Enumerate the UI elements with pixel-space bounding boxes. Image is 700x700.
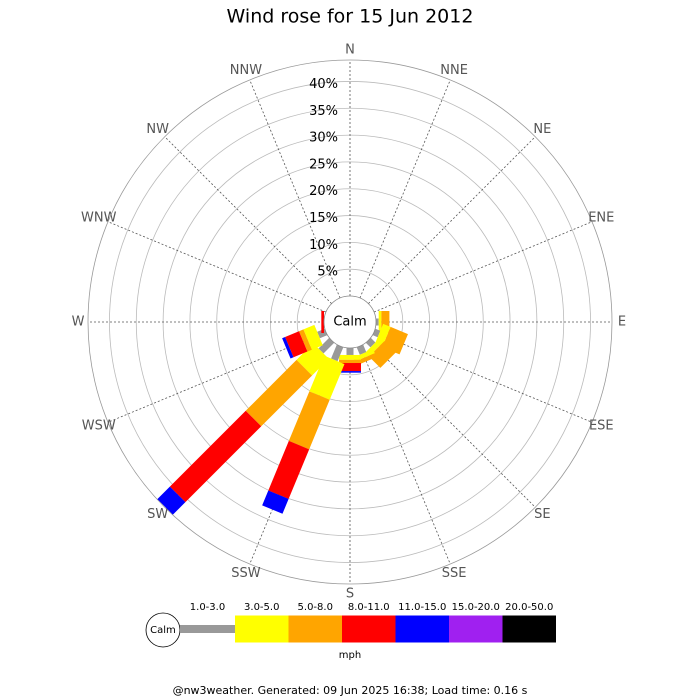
petal-segment	[317, 328, 328, 339]
direction-label: SSW	[231, 566, 261, 581]
spoke	[107, 331, 327, 423]
petal-segment	[368, 340, 396, 368]
petal-segment	[262, 490, 289, 514]
petal-segment	[157, 486, 186, 515]
direction-label: ENE	[588, 210, 614, 225]
direction-label: NNW	[230, 63, 262, 78]
spoke	[373, 221, 593, 313]
petal-segment	[356, 344, 367, 355]
spoke	[164, 136, 332, 304]
petal-segment	[378, 311, 382, 333]
direction-label: WSW	[82, 419, 116, 434]
petal-segment	[339, 359, 361, 364]
y-tick-label: 25%	[309, 157, 338, 172]
petal-segment	[339, 371, 361, 373]
grid-ring	[296, 268, 404, 376]
petal-segment	[321, 311, 324, 333]
petal-segment	[376, 318, 379, 326]
legend-swatch	[502, 615, 556, 643]
calm-label: Calm	[333, 315, 366, 330]
direction-label: WNW	[81, 210, 117, 225]
chart-title: Wind rose for 15 Jun 2012	[227, 6, 474, 28]
petal-segment	[169, 410, 262, 503]
y-tick-label: 30%	[309, 131, 338, 146]
y-tick-label: 5%	[317, 265, 338, 280]
legend-label: 8.0-11.0	[348, 602, 390, 613]
legend-swatch	[449, 615, 503, 643]
direction-label: SSE	[442, 566, 467, 581]
petal-segment	[331, 344, 344, 362]
legend-label: 20.0-50.0	[505, 602, 553, 613]
petal-segment	[339, 354, 361, 360]
spoke	[359, 79, 451, 299]
direction-label: SE	[534, 507, 550, 522]
petal-segment	[296, 343, 329, 376]
footer: @nw3weather. Generated: 09 Jun 2025 16:3…	[173, 684, 528, 697]
spoke	[249, 79, 341, 299]
petal-segment	[288, 391, 330, 450]
spoke	[368, 340, 536, 508]
grid-ring	[189, 161, 511, 483]
unit-label: mph	[339, 650, 361, 661]
petal-segment	[245, 359, 313, 427]
calm-circle	[323, 295, 377, 349]
direction-label: NE	[533, 122, 551, 137]
petal-segment	[318, 337, 335, 354]
legend-calm-label: Calm	[150, 625, 176, 636]
legend-swatch	[180, 625, 235, 633]
petal-segment	[339, 363, 361, 372]
legend-swatch	[342, 615, 396, 643]
petal-segment	[309, 355, 345, 400]
legend-label: 15.0-20.0	[452, 602, 500, 613]
spoke	[359, 345, 451, 565]
y-tick-label: 35%	[309, 104, 338, 119]
grid-ring	[109, 81, 591, 563]
grid-ring	[135, 107, 565, 537]
legend-swatch	[235, 615, 289, 643]
petal-segment	[346, 348, 354, 355]
y-tick-label: 20%	[309, 184, 338, 199]
direction-label: E	[618, 315, 626, 330]
direction-label: N	[345, 43, 355, 58]
spoke	[107, 221, 327, 313]
petals	[157, 311, 408, 515]
petal-segment	[298, 329, 312, 352]
y-tick-label: 15%	[309, 211, 338, 226]
spoke	[373, 331, 593, 423]
direction-label: ESE	[589, 419, 614, 434]
direction-label: SW	[147, 507, 168, 522]
spoke	[368, 136, 536, 304]
y-tick-label: 10%	[309, 238, 338, 253]
petal-segment	[282, 336, 294, 359]
legend-swatch	[288, 615, 342, 643]
petal-segment	[268, 440, 310, 499]
petal-segment	[285, 331, 308, 358]
petal-segment	[365, 337, 376, 348]
legend-label: 3.0-5.0	[244, 602, 279, 613]
direction-label: S	[346, 587, 354, 602]
petal-segment	[303, 324, 323, 350]
legend-label: 11.0-15.0	[398, 602, 446, 613]
grid-ring	[216, 188, 484, 456]
direction-label: NW	[146, 122, 169, 137]
legend-swatch	[395, 615, 449, 643]
direction-label: W	[72, 315, 85, 330]
legend-label: 1.0-3.0	[190, 602, 225, 613]
legend-label: 5.0-8.0	[298, 602, 333, 613]
outer-ring	[87, 59, 613, 585]
direction-label: NNE	[440, 63, 468, 78]
y-tick-label: 40%	[309, 77, 338, 92]
